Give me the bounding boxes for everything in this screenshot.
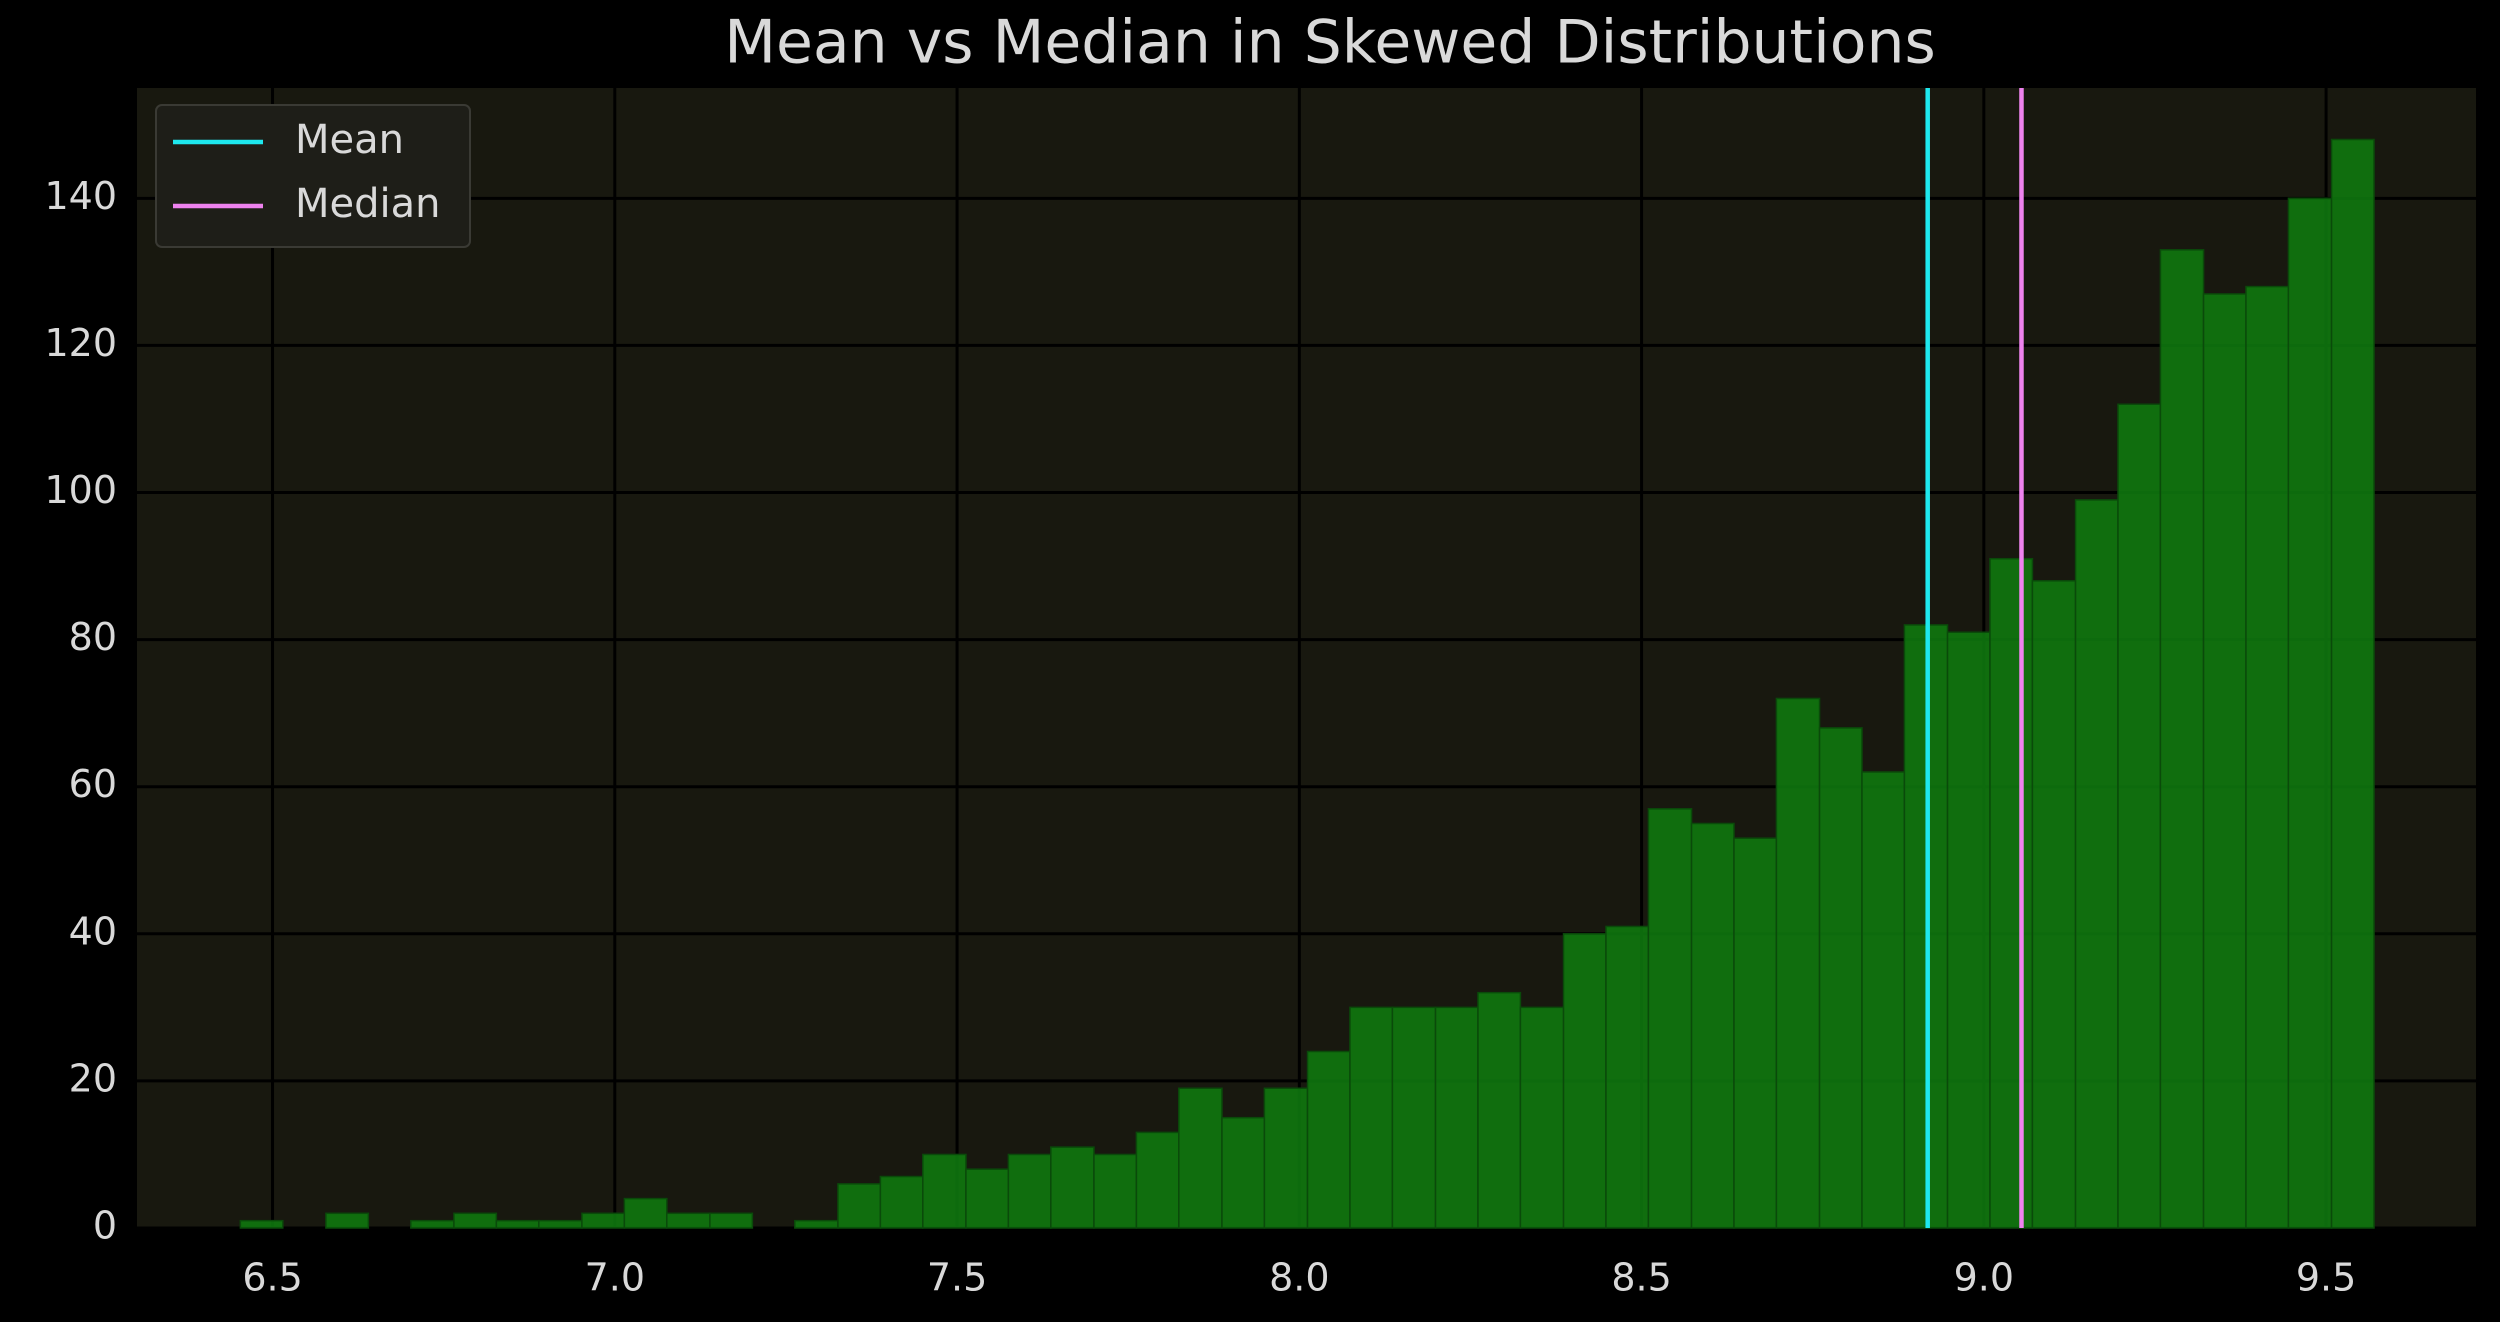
bar [1733,837,1778,1229]
bar [1263,1087,1309,1229]
bar [410,1219,455,1229]
bar [2031,580,2077,1229]
legend-label: Median [295,181,441,227]
legend-label: Mean [295,117,404,163]
chart-title: Mean vs Median in Skewed Distributions [724,8,1936,78]
bar [1946,631,1991,1229]
bar [1050,1146,1095,1229]
bar [1093,1153,1138,1229]
bar [239,1219,284,1229]
bar [1605,925,1650,1229]
bar [1391,1006,1437,1229]
bar [922,1153,967,1229]
bar [623,1197,668,1229]
bar [538,1219,583,1229]
bar [2117,403,2162,1229]
bar [2202,293,2247,1229]
x-tick-label: 8.0 [1269,1256,1329,1300]
y-tick-label: 80 [69,615,117,659]
y-tick-label: 0 [93,1204,117,1248]
bar [1477,991,1522,1229]
bar [666,1212,711,1229]
bar [2245,285,2290,1229]
y-tick-label: 60 [69,762,117,806]
bar [2287,197,2333,1229]
bar [581,1212,626,1229]
bar [837,1183,882,1229]
x-tick-label: 6.5 [242,1256,302,1300]
bar [2159,249,2205,1229]
bar [879,1175,924,1229]
x-tick-label: 7.5 [927,1256,987,1300]
bar [2074,499,2119,1229]
bar [1647,808,1693,1229]
bar [1989,557,2034,1229]
bar [1434,1006,1479,1229]
bar [1775,697,1821,1229]
bar [1178,1087,1223,1229]
y-tick-label: 120 [44,321,117,365]
bar [709,1212,754,1229]
x-tick-label: 9.0 [1954,1256,2014,1300]
bar [965,1168,1010,1229]
bar [1562,933,1607,1229]
bar [325,1212,370,1229]
bar [1306,1050,1351,1229]
x-tick-label: 9.5 [2296,1256,2356,1300]
bar [453,1212,498,1229]
bar [1861,771,1906,1229]
y-tick-label: 20 [69,1056,117,1100]
bar [794,1219,839,1229]
bar [2330,138,2375,1229]
bar [1135,1131,1180,1229]
bar [1519,1006,1565,1229]
y-tick-label: 40 [69,909,117,953]
bar [1007,1153,1052,1229]
bar [1818,727,1863,1229]
y-tick-label: 100 [44,468,117,512]
x-tick-label: 8.5 [1611,1256,1671,1300]
bar [495,1219,540,1229]
bar [1349,1006,1394,1229]
bar [1690,822,1735,1229]
y-tick-label: 140 [44,174,117,218]
bar [1221,1116,1266,1229]
x-tick-label: 7.0 [585,1256,645,1300]
